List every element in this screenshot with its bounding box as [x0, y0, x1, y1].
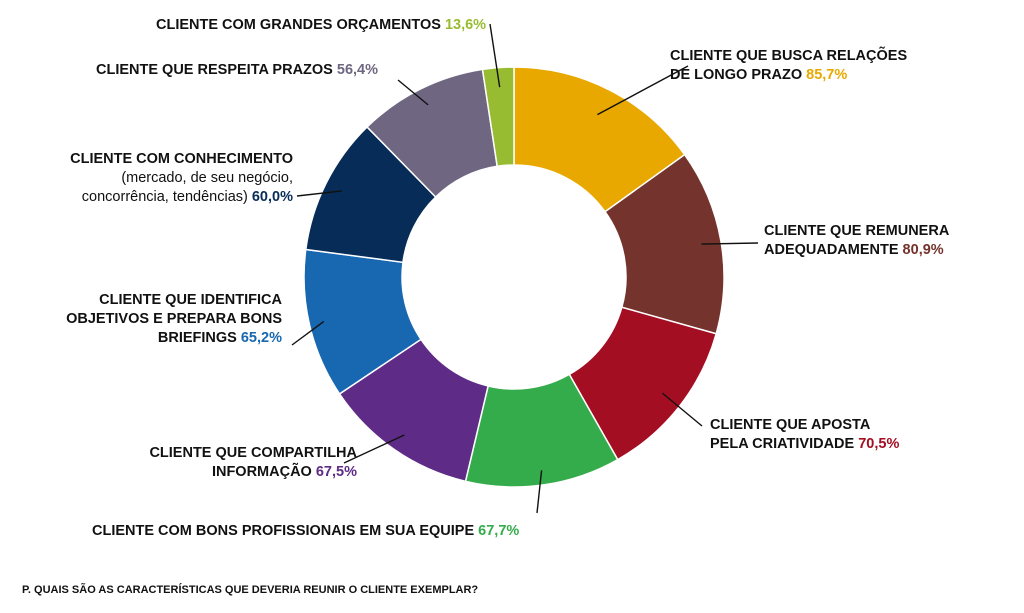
slice-value-label: 67,7% [474, 523, 520, 539]
slice-label-text: (mercado, de seu negócio, [121, 170, 293, 186]
slice-label-line: INFORMAÇÃO 67,5% [149, 463, 357, 482]
slice-label-line: CLIENTE QUE BUSCA RELAÇÕES [670, 47, 907, 66]
slice-label-line: ADEQUADAMENTE 80,9% [764, 241, 949, 260]
slice-value-label: 60,0% [247, 189, 293, 205]
leader-line [536, 470, 543, 514]
slice-label-line: BRIEFINGS 65,2% [66, 329, 282, 348]
slice-label-text: concorrência, tendências) [81, 189, 248, 205]
leader-line [296, 190, 343, 197]
leader-line [291, 320, 325, 346]
slice-label-line: CLIENTE QUE RESPEITA PRAZOS 56,4% [96, 61, 378, 80]
slice-label: CLIENTE QUE RESPEITA PRAZOS 56,4% [96, 61, 378, 80]
slice-label-text: CLIENTE QUE REMUNERA [764, 223, 950, 239]
slice-label-line: CLIENTE QUE APOSTA [710, 416, 899, 435]
slice-label-line: (mercado, de seu negócio, [70, 169, 293, 188]
slice-label: CLIENTE COM BONS PROFISSIONAIS EM SUA EQ… [92, 522, 519, 541]
slice-label-line: CLIENTE COM GRANDES ORÇAMENTOS 13,6% [156, 16, 486, 35]
slice-label-text: CLIENTE QUE APOSTA [710, 417, 871, 433]
slice-label-line: concorrência, tendências) 60,0% [70, 188, 293, 207]
slice-value-label: 67,5% [311, 464, 357, 480]
leader-line [397, 79, 429, 106]
slice-value-label: 80,9% [898, 242, 944, 258]
slice-label: CLIENTE COM GRANDES ORÇAMENTOS 13,6% [156, 16, 486, 35]
slice-label: CLIENTE QUE COMPARTILHA INFORMAÇÃO 67,5% [149, 444, 357, 482]
donut-slice [481, 66, 515, 168]
slice-label: CLIENTE QUE IDENTIFICA OBJETIVOS E PREPAR… [66, 291, 282, 348]
slice-value-label: 85,7% [802, 67, 848, 83]
leader-line [661, 392, 703, 427]
slice-value-label: 13,6% [440, 17, 487, 33]
leader-line [701, 242, 759, 245]
donut-slices [303, 66, 725, 488]
leader-line [343, 434, 405, 464]
slice-label-line: CLIENTE QUE IDENTIFICA [66, 291, 282, 310]
leader-line [597, 65, 689, 116]
slice-value-label: 56,4% [332, 62, 379, 78]
slice-label: CLIENTE COM CONHECIMENTO (mercado, de seu… [70, 150, 293, 207]
slice-label: CLIENTE QUE REMUNERA ADEQUADAMENTE 80,9% [764, 222, 949, 260]
slice-label-text: DE LONGO PRAZO [670, 67, 803, 83]
slice-label-line: DE LONGO PRAZO 85,7% [670, 66, 907, 85]
slice-label-text: OBJETIVOS E PREPARA BONS [66, 311, 282, 327]
slice-label-line: CLIENTE QUE COMPARTILHA [149, 444, 357, 463]
slice-label-text: CLIENTE COM CONHECIMENTO [70, 151, 293, 167]
slice-label-line: CLIENTE COM CONHECIMENTO [70, 150, 293, 169]
slice-label: CLIENTE QUE APOSTA PELA CRIATIVIDADE 70,5… [710, 416, 899, 454]
slice-label-line: CLIENTE QUE REMUNERA [764, 222, 949, 241]
slice-label-text: CLIENTE QUE IDENTIFICA [99, 292, 282, 308]
slice-label-line: PELA CRIATIVIDADE 70,5% [710, 435, 899, 454]
slice-label-line: CLIENTE COM BONS PROFISSIONAIS EM SUA EQ… [92, 522, 519, 541]
slice-value-label: 65,2% [236, 330, 282, 346]
survey-question: P. QUAIS SÃO AS CARACTERÍSTICAS QUE DEVE… [22, 584, 479, 596]
slice-label-text: CLIENTE COM GRANDES ORÇAMENTOS [156, 17, 441, 33]
slice-label-text: BRIEFINGS [157, 330, 237, 346]
slice-label-text: PELA CRIATIVIDADE [710, 436, 855, 452]
slice-label: CLIENTE QUE BUSCA RELAÇÕES DE LONGO PRAZO… [670, 47, 907, 85]
slice-label-text: INFORMAÇÃO [211, 464, 312, 480]
slice-label-text: CLIENTE QUE BUSCA RELAÇÕES [670, 48, 908, 64]
slice-label-text: CLIENTE COM BONS PROFISSIONAIS EM SUA EQ… [92, 523, 475, 539]
slice-value-label: 70,5% [854, 436, 900, 452]
slice-label-text: ADEQUADAMENTE [764, 242, 899, 258]
leader-lines [291, 23, 759, 514]
slice-label-text: CLIENTE QUE COMPARTILHA [149, 445, 357, 461]
leader-line [489, 23, 501, 88]
slice-label-text: CLIENTE QUE RESPEITA PRAZOS [96, 62, 333, 78]
slice-label-line: OBJETIVOS E PREPARA BONS [66, 310, 282, 329]
